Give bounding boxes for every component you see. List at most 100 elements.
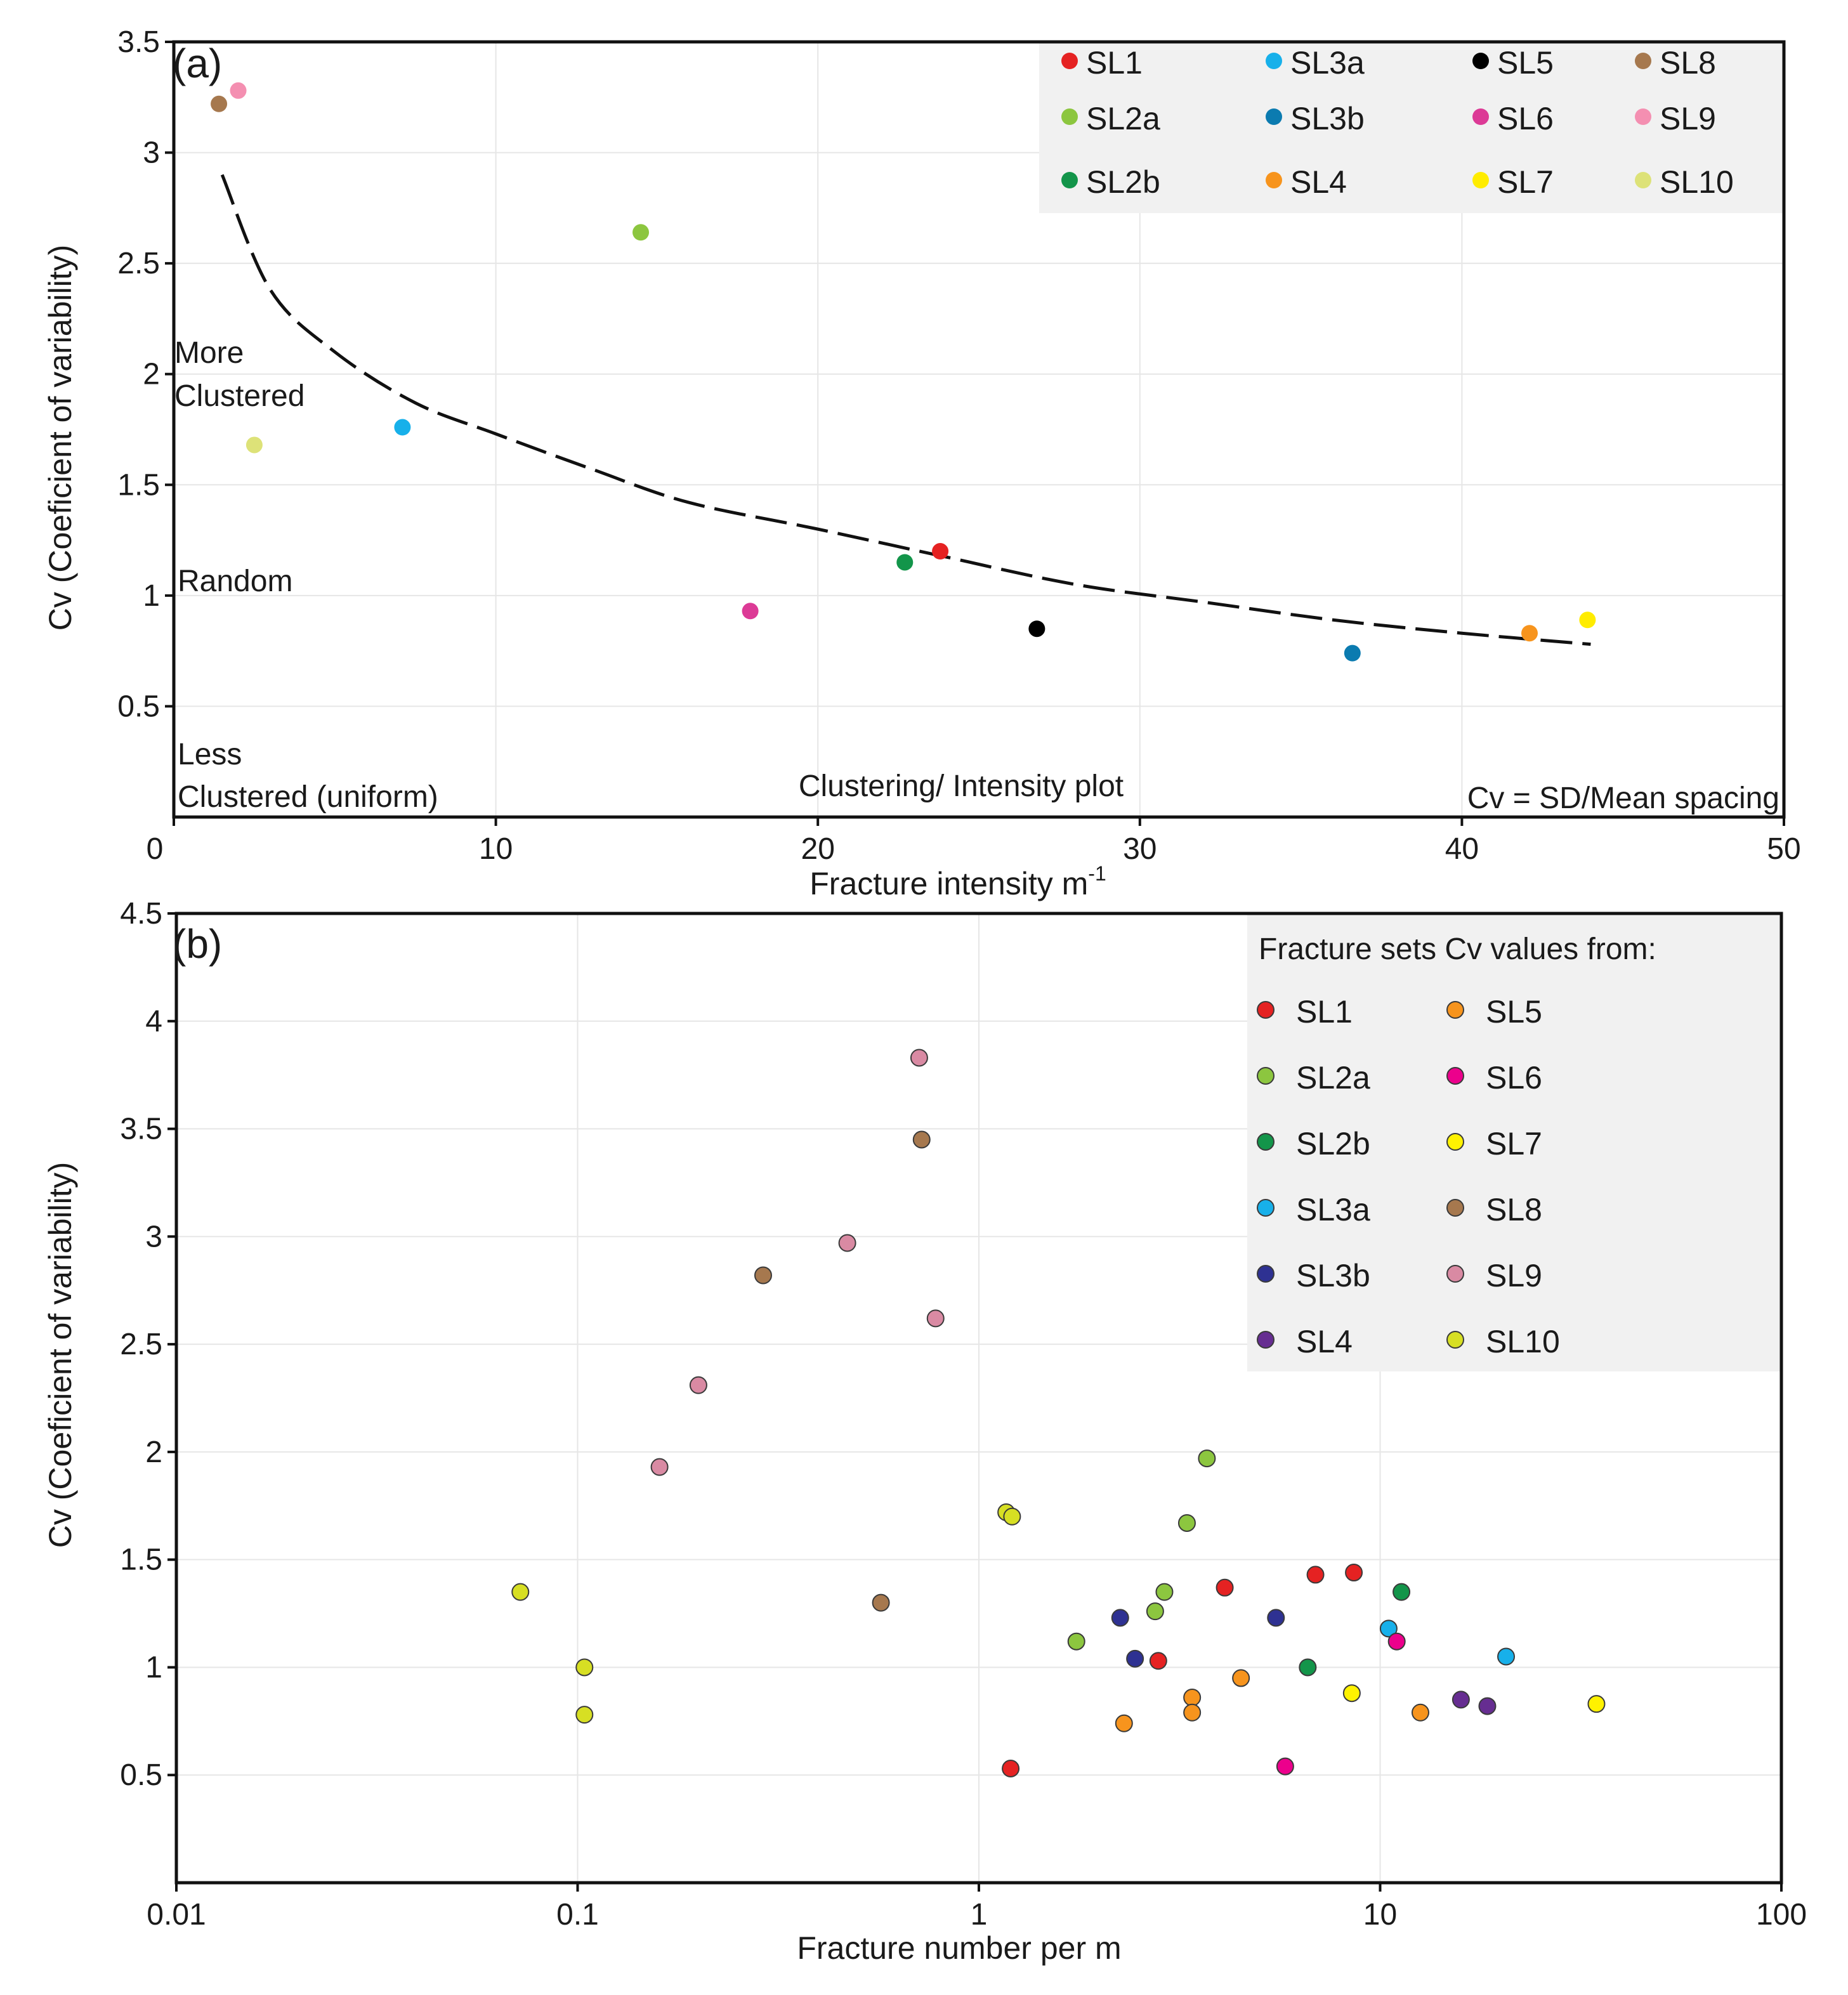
panel-b-point-sl9 (650, 1458, 669, 1476)
panel-a-legend-background (1039, 42, 1783, 213)
panel-b-legend-marker (1257, 1199, 1275, 1217)
panel-a-data-points (211, 82, 1596, 662)
panel-b-point-sl9 (689, 1376, 707, 1394)
panel-b-point-sl8 (872, 1593, 890, 1612)
panel-a-x-tick-label: 40 (1445, 832, 1479, 866)
panel-a-legend-label: SL4 (1290, 164, 1347, 200)
panel-b-point-sl3b (1267, 1609, 1285, 1627)
panel-b-y-tick-label: 2.5 (120, 1328, 162, 1361)
panel-a-legend-marker (1635, 53, 1651, 69)
panel-b-legend-marker (1446, 1133, 1464, 1151)
panel-a-legend-label: SL3b (1290, 101, 1365, 136)
panel-a-y-tick-label: 2 (143, 358, 160, 391)
panel-a-annotation-clustered: Clustered (174, 379, 305, 413)
panel-b-y-tick-label: 4.5 (120, 897, 162, 931)
panel-b-chart: Fracture sets Cv values from: SL1 SL2a SL2… (43, 897, 1807, 1966)
panel-b-legend-marker (1257, 1001, 1275, 1019)
panel-a-legend-item-sl9: SL9 (1635, 101, 1716, 136)
panel-b-legend-background (1247, 913, 1781, 1371)
panel-b-legend-marker (1446, 1331, 1464, 1349)
panel-b-y-tick-label: 3 (145, 1220, 162, 1253)
panel-a-legend-item-sl4: SL4 (1266, 164, 1347, 200)
panel-b-legend-item-sl5: SL5 (1446, 994, 1542, 1030)
panel-a-legend-marker (1472, 172, 1489, 188)
panel-b-legend-label: SL4 (1296, 1324, 1353, 1359)
panel-a-legend-label: SL5 (1497, 45, 1554, 81)
panel-a-point-sl6 (742, 603, 759, 620)
panel-b-point-sl1 (1216, 1578, 1234, 1597)
panel-b-y-tick-label: 2 (145, 1436, 162, 1469)
panel-b-legend-label: SL1 (1296, 994, 1353, 1030)
panel-b-legend-item-sl3a: SL3a (1257, 1192, 1370, 1227)
panel-a-legend-marker (1061, 53, 1078, 69)
panel-a-plot-frame (172, 40, 1786, 819)
panel-b-y-tick-label: 0.5 (120, 1758, 162, 1792)
panel-a-x-tick-label: 50 (1767, 832, 1800, 866)
panel-b-x-tick-label: 1 (971, 1898, 988, 1932)
panel-b-y-tick-label: 1 (145, 1651, 162, 1684)
panel-a-legend: SL1 SL3a SL5 SL8 SL2a SL3b SL6 SL9 SL2b SL4 SL7 SL1… (1061, 45, 1734, 200)
panel-b-point-sl7 (1587, 1695, 1606, 1713)
panel-a-legend-label: SL1 (1086, 45, 1143, 81)
panel-a-x-tick-label: 30 (1123, 832, 1157, 866)
panel-b-point-sl1 (1306, 1566, 1325, 1584)
panel-b-point-sl6 (1276, 1757, 1294, 1776)
panel-a-y-tick-label: 1 (143, 579, 160, 613)
panel-b-point-sl2b (1299, 1658, 1317, 1677)
panel-b-point-sl6 (1387, 1632, 1406, 1651)
panel-a-legend-label: SL2b (1086, 164, 1160, 200)
panel-a-legend-label: SL8 (1660, 45, 1716, 81)
panel-b-x-tick-label: 0.1 (556, 1898, 599, 1932)
panel-b-point-sl4 (1452, 1691, 1470, 1709)
panel-a-label: (a) (173, 41, 222, 86)
panel-b-point-sl3b (1111, 1609, 1129, 1627)
panel-b-y-tick-label: 3.5 (120, 1113, 162, 1146)
panel-a-point-sl1 (932, 543, 949, 560)
panel-a-annotation-less: Less (178, 738, 242, 771)
panel-b-point-sl2a (1155, 1583, 1174, 1601)
panel-b-legend-marker (1257, 1331, 1275, 1349)
panel-b-label: (b) (173, 921, 222, 967)
panel-a-legend-item-sl6: SL6 (1472, 101, 1554, 136)
panel-b-point-sl2b (1393, 1583, 1411, 1601)
panel-b-legend-title: Fracture sets Cv values from: (1259, 932, 1656, 966)
panel-a-legend-item-sl7: SL7 (1472, 164, 1554, 200)
panel-b-legend-label: SL5 (1486, 994, 1542, 1030)
panel-a-legend-marker (1061, 172, 1078, 188)
panel-a-x-axis-label: Fracture intensity m-1 (809, 862, 1106, 901)
panel-a-x-tick-label: 20 (801, 832, 835, 866)
panel-a-point-sl4 (1521, 625, 1538, 642)
panel-a-title: Clustering/ Intensity plot (799, 769, 1124, 803)
panel-b-point-sl10 (1003, 1507, 1021, 1526)
panel-a-legend-item-sl5: SL5 (1472, 45, 1554, 81)
panel-a-y-tick-label: 1.5 (117, 468, 160, 502)
panel-b-point-sl10 (575, 1706, 594, 1724)
panel-a-x-axis-label-superscript: -1 (1088, 862, 1106, 885)
panel-b-point-sl2a (1067, 1632, 1085, 1651)
panel-b-x-axis-label: Fracture number per m (797, 1930, 1121, 1966)
panel-a-y-tick-label: 2.5 (117, 247, 160, 280)
panel-b-point-sl1 (1345, 1564, 1363, 1582)
panel-a-x-tick-label: 0 (147, 832, 164, 866)
panel-a-legend-item-sl10: SL10 (1635, 164, 1734, 200)
panel-b-point-sl10 (575, 1658, 594, 1677)
panel-a-legend-marker (1472, 53, 1489, 69)
panel-a-y-tick-label: 3 (143, 136, 160, 170)
panel-a-y-axis-label: Cv (Coeficient of variability) (43, 245, 78, 631)
panel-b-x-tick-label: 0.01 (147, 1898, 206, 1932)
panel-a-point-sl10 (246, 436, 263, 454)
panel-b-legend: SL1 SL2a SL2b SL3a SL3b SL4 SL5 SL6 SL7 SL8 SL9 SL1… (1257, 994, 1560, 1359)
panel-b-legend-marker (1446, 1265, 1464, 1283)
panel-b-point-sl5 (1183, 1703, 1202, 1722)
panel-b-legend-item-sl1: SL1 (1257, 994, 1353, 1030)
panel-a-y-ticks: 0.5 1 1.5 2 2.5 3 3.5 (117, 25, 174, 723)
panel-a-point-sl2b (896, 554, 914, 571)
panel-b-x-tick-label: 10 (1363, 1898, 1397, 1932)
panel-b-legend-item-sl8: SL8 (1446, 1192, 1542, 1227)
panel-b-legend-label: SL9 (1486, 1258, 1542, 1293)
panel-a-legend-marker (1635, 108, 1651, 125)
panel-a-legend-item-sl1: SL1 (1061, 45, 1143, 81)
panel-a-formula: Cv = SD/Mean spacing (1467, 782, 1779, 815)
panel-b-point-sl1 (1002, 1760, 1020, 1778)
